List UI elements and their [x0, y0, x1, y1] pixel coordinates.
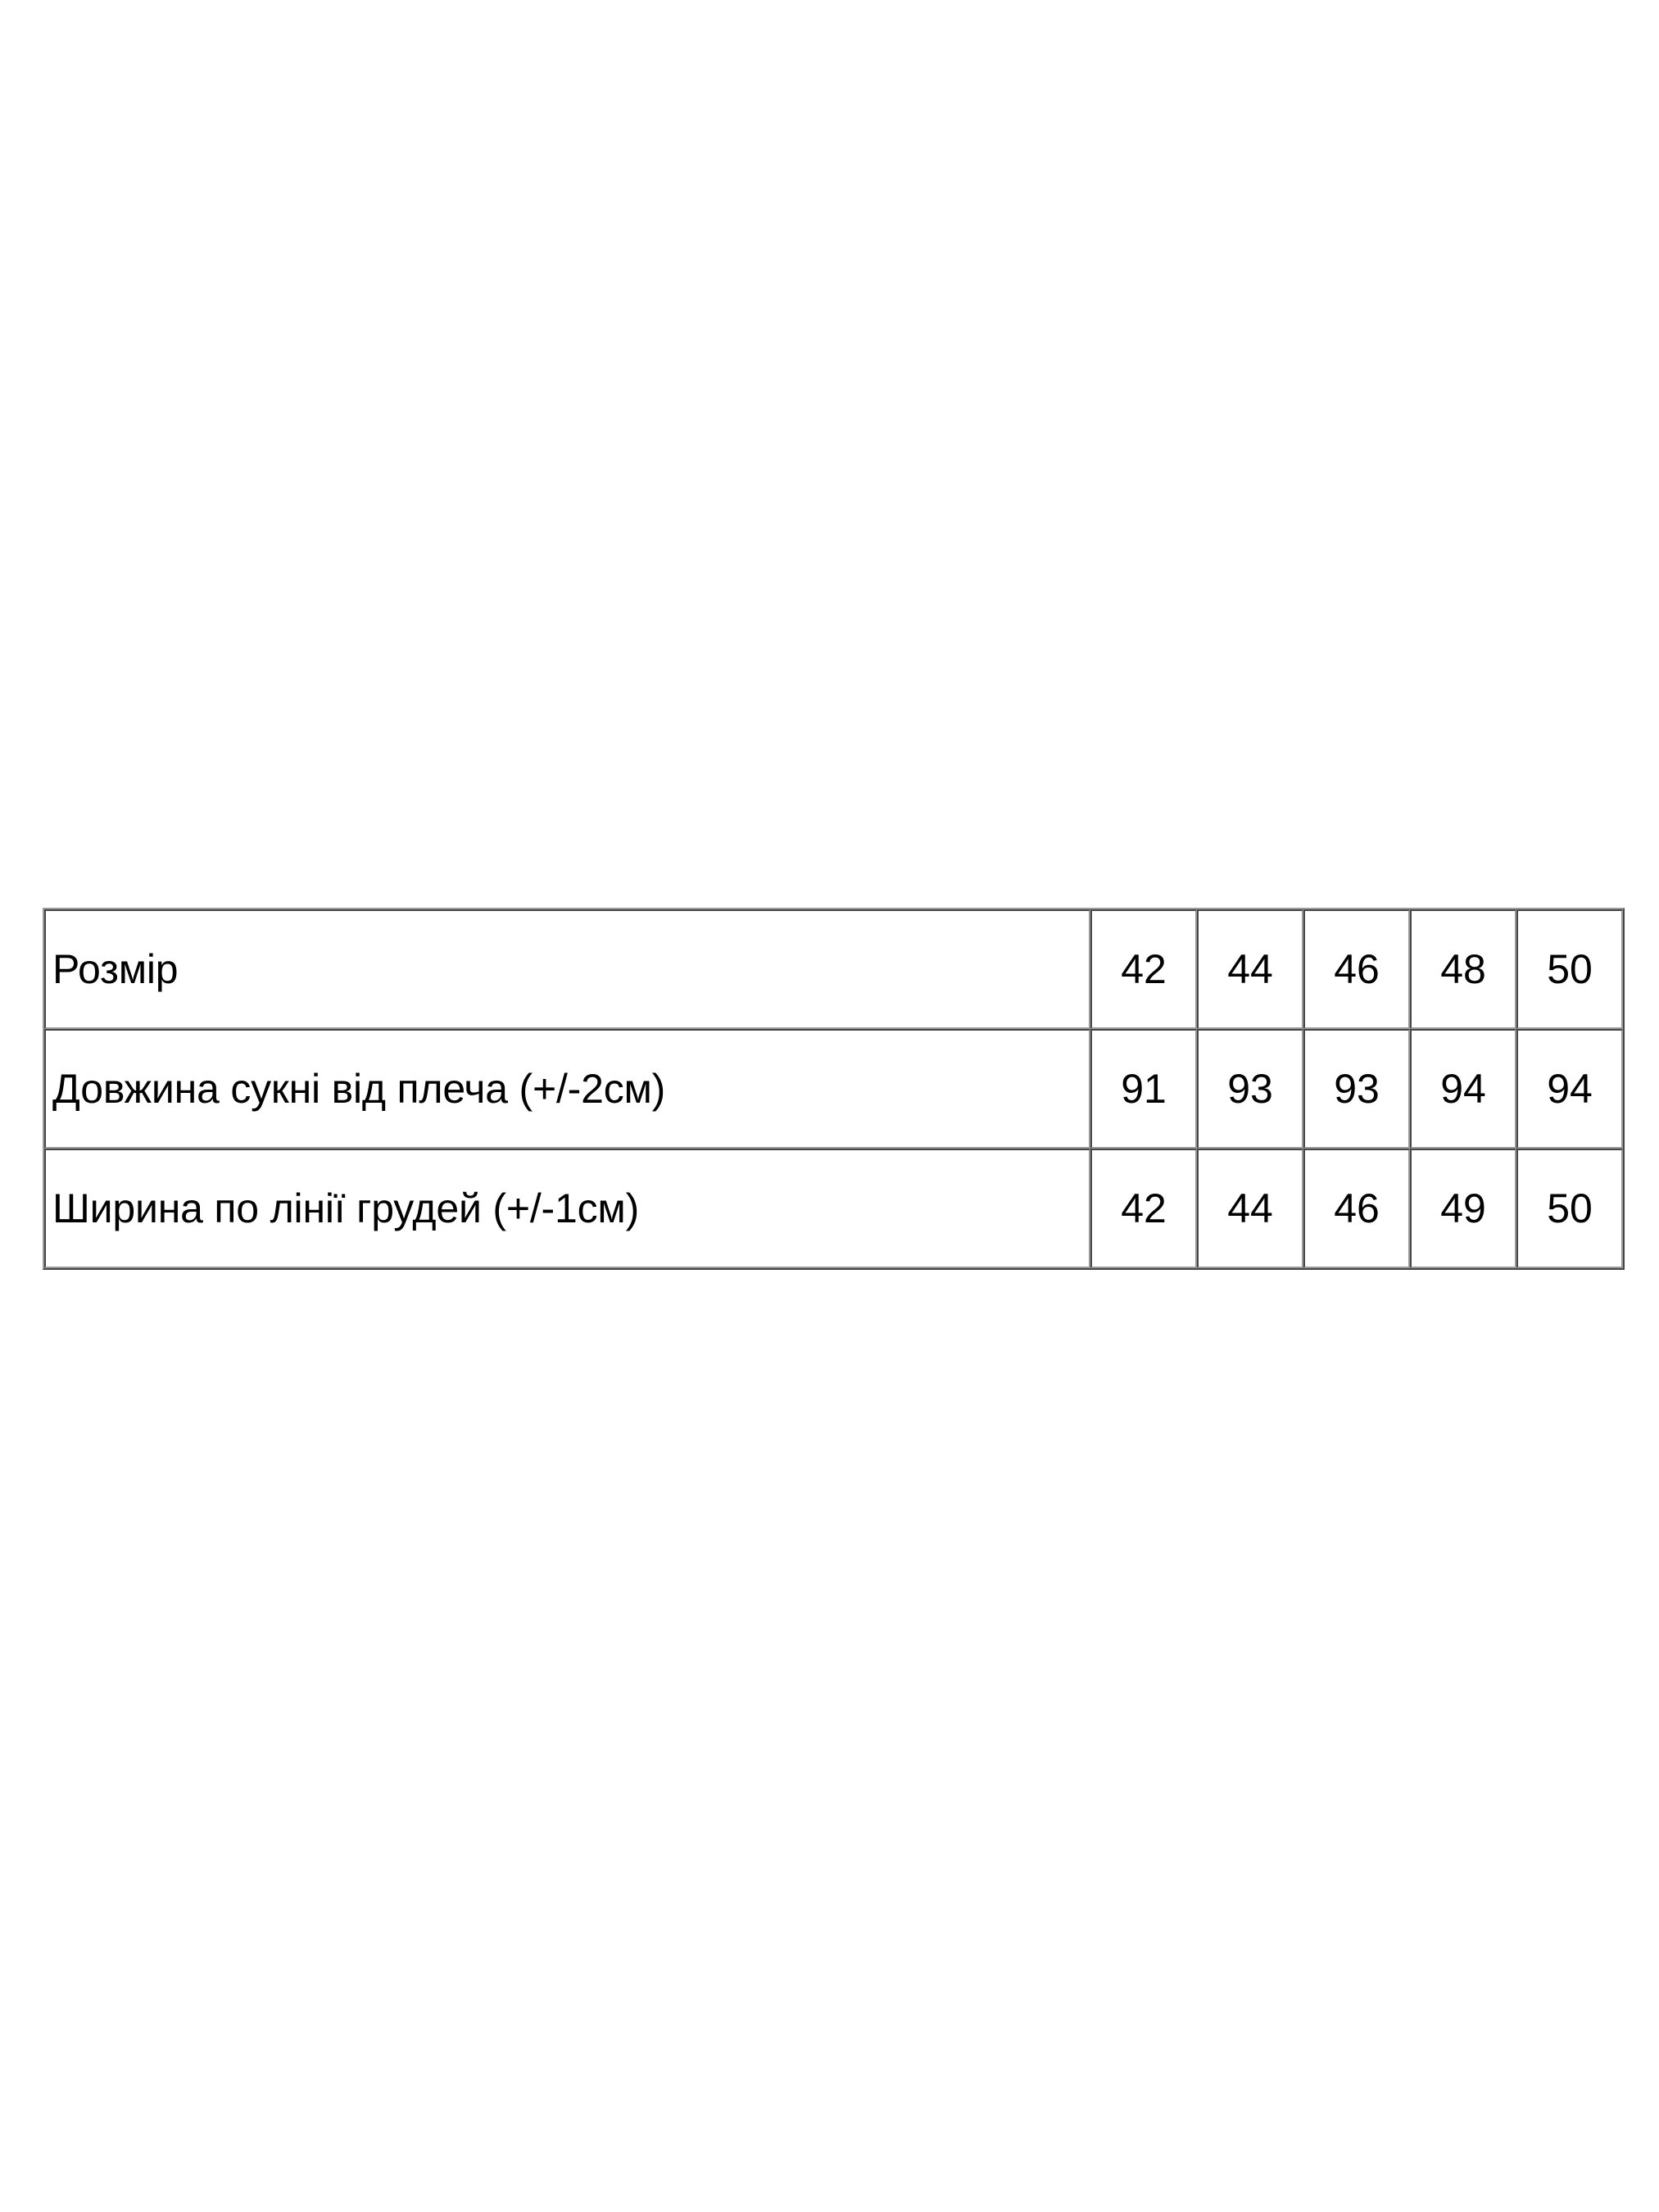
dress-length-size-42: 91	[1090, 1029, 1197, 1149]
row-label-chest-width: Ширина по лінії грудей (+/-1см)	[44, 1149, 1090, 1268]
table-row-chest-width: Ширина по лінії грудей (+/-1см) 42 44 46…	[44, 1149, 1623, 1268]
size-value-48: 48	[1410, 909, 1516, 1029]
size-value-42: 42	[1090, 909, 1197, 1029]
row-label-size: Розмір	[44, 909, 1090, 1029]
chest-width-size-42: 42	[1090, 1149, 1197, 1268]
table-row-dress-length: Довжина сукні від плеча (+/-2см) 91 93 9…	[44, 1029, 1623, 1149]
dress-length-size-44: 93	[1197, 1029, 1303, 1149]
chest-width-size-50: 50	[1516, 1149, 1623, 1268]
size-chart-container: Розмір 42 44 46 48 50 Довжина сукні від …	[43, 908, 1625, 1270]
size-chart-table: Розмір 42 44 46 48 50 Довжина сукні від …	[43, 908, 1625, 1270]
chest-width-size-44: 44	[1197, 1149, 1303, 1268]
table-row-size-header: Розмір 42 44 46 48 50	[44, 909, 1623, 1029]
row-label-dress-length: Довжина сукні від плеча (+/-2см)	[44, 1029, 1090, 1149]
dress-length-size-46: 93	[1303, 1029, 1410, 1149]
size-value-50: 50	[1516, 909, 1623, 1029]
dress-length-size-48: 94	[1410, 1029, 1516, 1149]
dress-length-size-50: 94	[1516, 1029, 1623, 1149]
size-value-46: 46	[1303, 909, 1410, 1029]
size-value-44: 44	[1197, 909, 1303, 1029]
chest-width-size-48: 49	[1410, 1149, 1516, 1268]
chest-width-size-46: 46	[1303, 1149, 1410, 1268]
